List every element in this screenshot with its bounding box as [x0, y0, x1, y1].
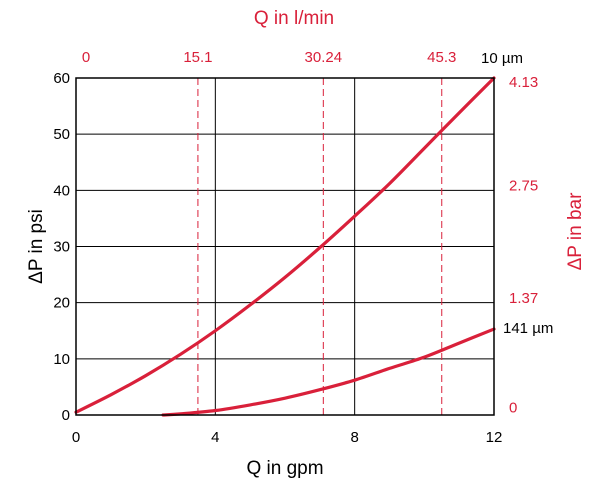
- x-tick-label-4: 4: [211, 429, 219, 446]
- y-axis-ticks: 0 10 20 30 40 50 60: [53, 70, 70, 424]
- series-label-141um: 141 µm: [503, 320, 553, 337]
- right-axis-label: ΔP in bar: [565, 192, 586, 271]
- x-tick-label-12: 12: [486, 429, 503, 446]
- y-tick-label-20: 20: [53, 295, 70, 312]
- top-tick-label-2: 30.24: [305, 49, 343, 66]
- x-tick-label-8: 8: [350, 429, 358, 446]
- series-curves: [74, 76, 496, 417]
- x-axis-label: Q in gpm: [246, 458, 323, 479]
- right-tick-label-0: 0: [509, 400, 517, 417]
- plot-frame: [75, 77, 495, 416]
- top-tick-label-1: 15.1: [183, 49, 212, 66]
- y-tick-label-30: 30: [53, 239, 70, 256]
- right-axis-ticks: 0 1.37 2.75 4.13: [509, 74, 538, 417]
- top-axis-ticks: 0 15.1 30.24 45.3: [82, 49, 457, 66]
- series-line-0: [74, 76, 496, 414]
- right-tick-label-1: 1.37: [509, 290, 538, 307]
- x-axis-ticks: 0 4 8 12: [72, 429, 503, 446]
- grid-lines: [76, 78, 494, 415]
- y-axis-label: ΔP in psi: [26, 209, 47, 284]
- x-tick-label-0: 0: [72, 429, 80, 446]
- y-tick-label-10: 10: [53, 351, 70, 368]
- right-tick-label-3: 4.13: [509, 74, 538, 91]
- top-tick-label-0: 0: [82, 49, 90, 66]
- y-tick-label-50: 50: [53, 126, 70, 143]
- y-tick-label-40: 40: [53, 182, 70, 199]
- right-tick-label-2: 2.75: [509, 178, 538, 195]
- y-tick-label-60: 60: [53, 70, 70, 87]
- top-tick-label-3: 45.3: [427, 49, 456, 66]
- top-axis-label: Q in l/min: [254, 8, 334, 29]
- series-line-1: [161, 327, 496, 417]
- series-label-10um: 10 µm: [481, 50, 523, 67]
- y-tick-label-0: 0: [62, 407, 70, 424]
